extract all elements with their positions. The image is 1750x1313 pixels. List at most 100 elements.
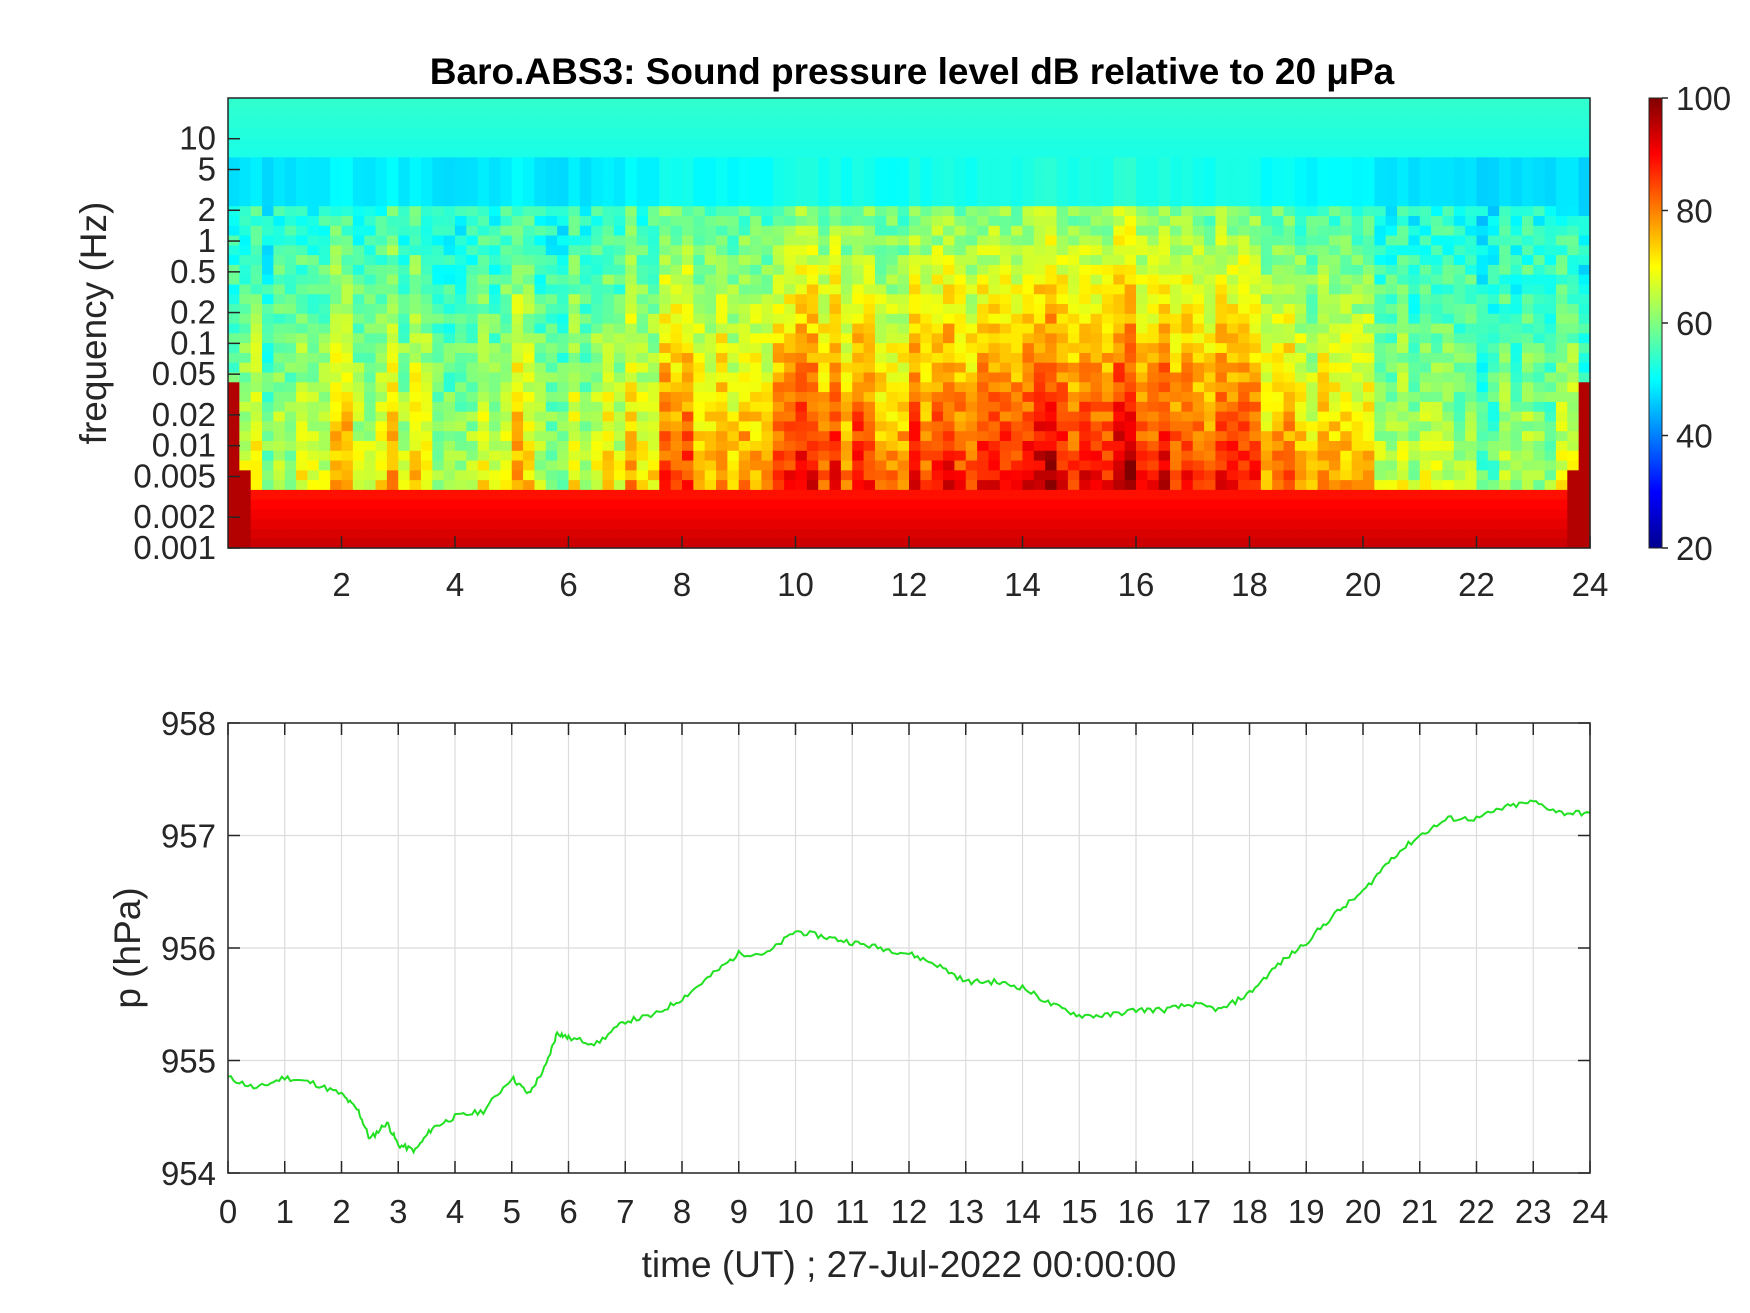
spectrogram-cell [1204,244,1217,256]
spectrogram-cell [954,293,967,305]
spectrogram-cell [1306,98,1319,109]
spectrogram-cell [296,381,309,393]
spectrogram-cell [784,459,797,471]
spectrogram-cell [352,489,365,500]
spectrogram-cell [874,381,887,393]
spectrogram-cell [1294,215,1307,226]
spectrogram-cell [568,117,581,128]
spectrogram-cell [557,117,570,128]
spectrogram-cell [250,420,263,432]
spectrogram-cell [523,479,536,490]
spectrogram-cell [375,469,388,481]
spectrogram-cell [636,303,649,314]
spectrogram-cell [1147,146,1160,158]
spectrogram-cell [886,352,899,363]
spectrogram-cell [568,440,581,451]
spectrogram-cell [1124,254,1137,265]
spectrogram-cell [965,362,978,373]
spectrogram-cell [1260,117,1273,128]
spectrogram-cell [1328,205,1341,216]
spectrogram-cell [477,283,490,295]
spectrogram-cell [239,127,252,138]
spectrogram-cell [920,244,933,256]
spectrogram-cell [1283,332,1296,344]
spectrogram-cell [727,156,740,168]
spectrogram-cell [228,146,240,158]
spectrogram-cell [738,430,751,441]
spectrogram-cell [954,430,967,441]
spectrogram-cell [727,499,740,510]
spectrogram-cell [375,274,388,285]
spectrogram-cell [1033,411,1046,422]
spectrogram-cell [931,186,944,197]
spectrogram-cell [1022,234,1035,246]
spectrogram-cell [364,166,377,177]
spectrogram-cell [545,401,558,412]
spectrogram-cell [239,274,252,285]
spectrogram-cell [420,508,433,520]
spectrogram-cell [840,459,853,471]
spectrogram-cell [1306,508,1319,520]
spectrogram-cell [806,303,819,314]
spectrogram-cell [307,225,320,236]
spectrogram-cell [988,293,1001,305]
spectrogram-cell [386,411,399,422]
spectrogram-cell [670,244,683,256]
spectrogram-cell [795,127,808,138]
spectrogram-cell [761,274,774,285]
spectrogram-cell [1011,274,1024,285]
spectrogram-cell [557,469,570,481]
spectrogram-cell [806,215,819,226]
spectrogram-cell [1215,528,1228,539]
spectrogram-cell [1328,293,1341,305]
spectrogram-cell [772,313,785,324]
spectrogram-cell [375,323,388,334]
spectrogram-cell [1067,176,1080,187]
spectrogram-cell [1033,283,1046,295]
spectrogram-cell [296,156,309,168]
spectrogram-cell [1067,479,1080,490]
spectrogram-cell [874,459,887,471]
spectrogram-cell [886,420,899,432]
spectrogram-cell [977,176,990,187]
spectrogram-cell [364,117,377,128]
spectrogram-cell [636,499,649,510]
spectrogram-cell [1226,391,1239,402]
spectrogram-cell [466,283,479,295]
spectrogram-cell [409,332,422,344]
spectrogram-cell [296,538,309,549]
spectrogram-cell [784,469,797,481]
spectrogram-cell [545,313,558,324]
spectrogram-cell [1022,244,1035,256]
spectrogram-cell [613,489,626,500]
spectrogram-cell [1226,518,1239,530]
spectrogram-cell [1272,186,1285,197]
spectrogram-cell [341,127,354,138]
spectrogram-cell [806,420,819,432]
spectrogram-cell [965,332,978,344]
spectrogram-cell [330,127,343,138]
spectrogram-cell [965,323,978,334]
spectrogram-cell [545,283,558,295]
spectrogram-cell [1136,254,1148,265]
spectrogram-cell [852,215,865,226]
spectrogram-cell [1453,264,1466,275]
spectrogram-cell [852,508,865,520]
spectrogram-cell [999,283,1012,295]
spectrogram-cell [1408,98,1421,109]
spectrogram-cell [239,518,252,530]
spectrogram-cell [398,440,411,451]
spectrogram-cell [1011,342,1024,353]
spectrogram-cell [965,450,978,461]
spectrogram-cell [1101,283,1114,295]
spectrogram-cell [1170,264,1182,275]
spectrogram-cell [1249,254,1262,265]
spectrogram-cell [477,234,490,246]
spectrogram-cell [943,469,955,481]
spectrogram-cell [772,489,785,500]
spectrogram-cell [1215,303,1228,314]
spectrogram-cell [511,264,524,275]
spectrogram-cell [863,293,876,305]
spectrogram-cell [455,342,467,353]
spectrogram-cell [318,469,331,481]
